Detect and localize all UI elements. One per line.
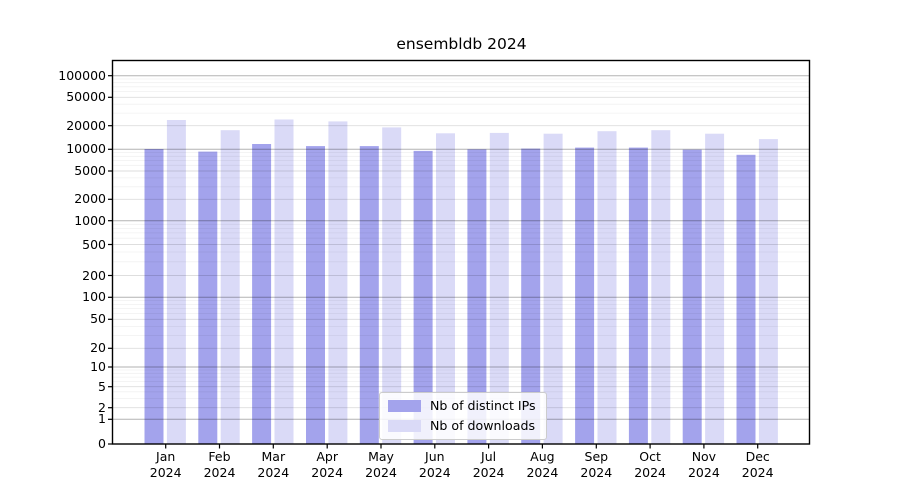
bar-downloads-may — [382, 127, 402, 445]
x-tick-label: Oct 2024 — [634, 449, 666, 480]
y-tick-label: 50000 — [66, 89, 106, 105]
bar-distinct-ips-nov — [682, 149, 702, 444]
y-tick-label: 0 — [98, 436, 106, 451]
legend-label-downloads: Nb of downloads — [430, 418, 536, 433]
y-tick-label: 2 — [98, 399, 106, 415]
y-tick-label: 10 — [90, 359, 106, 374]
x-tick-label: Mar 2024 — [257, 449, 290, 480]
x-tick-label: Apr 2024 — [311, 449, 344, 480]
y-tick-label: 500 — [82, 236, 106, 252]
x-tick-label: May 2024 — [365, 449, 397, 480]
bar-downloads-feb — [220, 130, 240, 444]
y-tick-label: 5 — [98, 378, 106, 394]
plot-border — [111, 59, 811, 445]
legend-item-distinct-ips: Nb of distinct IPs — [388, 399, 536, 413]
bar-distinct-ips-sep — [575, 147, 595, 444]
bar-distinct-ips-jul — [467, 149, 487, 445]
x-tick-label: Nov 2024 — [687, 449, 720, 480]
bar-distinct-ips-may — [359, 146, 379, 444]
bar-downloads-sep — [597, 131, 617, 444]
bar-distinct-ips-feb — [198, 151, 218, 444]
x-tick-label: Dec 2024 — [741, 449, 774, 480]
legend-label-distinct-ips: Nb of distinct IPs — [430, 398, 536, 413]
x-tick-label: Sep 2024 — [580, 449, 613, 480]
bar-distinct-ips-apr — [306, 146, 325, 444]
bar-distinct-ips-jun — [413, 150, 433, 444]
y-tick-label: 100000 — [58, 67, 106, 83]
y-tick-label: 5000 — [74, 163, 106, 178]
y-tick-label: 100 — [82, 289, 106, 305]
bar-downloads-mar — [274, 119, 294, 444]
bar-downloads-oct — [651, 130, 671, 444]
bar-downloads-jan — [166, 120, 186, 444]
legend-swatch-downloads — [388, 420, 421, 432]
bar-distinct-ips-mar — [252, 144, 272, 444]
legend-swatch-distinct-ips — [388, 400, 421, 412]
y-tick-label: 1000 — [74, 212, 106, 228]
x-tick-label: Jul 2024 — [472, 449, 505, 480]
y-tick-label: 200 — [82, 267, 106, 283]
y-tick-label: 10000 — [66, 141, 106, 157]
y-tick-label: 50 — [90, 311, 106, 327]
bar-distinct-ips-aug — [521, 148, 541, 444]
bar-downloads-dec — [758, 139, 778, 444]
bar-distinct-ips-oct — [628, 147, 648, 444]
chart-title: ensembldb 2024 — [396, 35, 527, 53]
y-tick-label: 1 — [98, 411, 106, 427]
bar-downloads-apr — [328, 121, 348, 445]
x-tick-label: Jan 2024 — [149, 449, 182, 480]
y-tick-label: 2000 — [74, 191, 106, 207]
x-tick-label: Jun 2024 — [418, 449, 451, 480]
legend-item-downloads: Nb of downloads — [388, 419, 536, 433]
y-tick-label: 20000 — [66, 117, 106, 133]
bar-downloads-nov — [705, 133, 725, 444]
bar-downloads-aug — [543, 133, 563, 444]
bar-distinct-ips-dec — [736, 154, 756, 445]
bar-downloads-jun — [436, 133, 455, 445]
y-tick-label: 20 — [90, 340, 106, 356]
x-tick-label: Aug 2024 — [526, 449, 559, 480]
x-tick-label: Feb 2024 — [203, 449, 236, 480]
bar-distinct-ips-jan — [144, 149, 164, 444]
legend: Nb of distinct IPs Nb of downloads — [379, 392, 547, 440]
bar-downloads-jul — [489, 132, 509, 444]
